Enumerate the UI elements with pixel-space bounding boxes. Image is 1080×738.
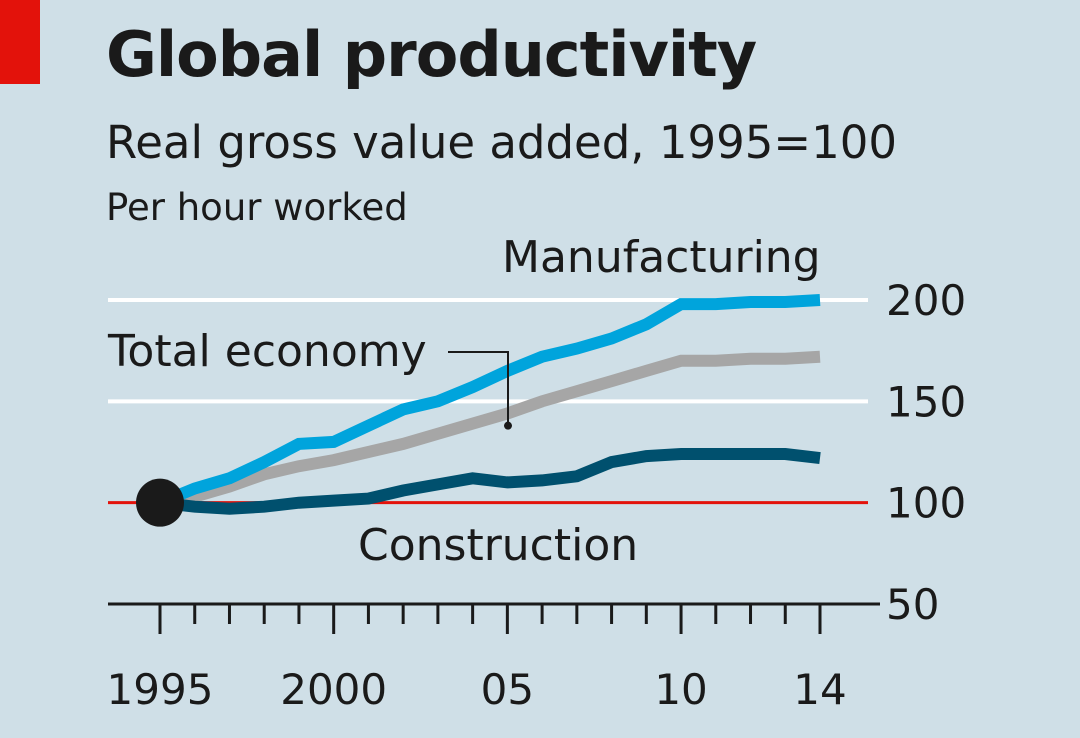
x-tick-label-2000: 2000 — [280, 665, 387, 714]
brand-tag — [0, 0, 40, 84]
chart-subtitle: Real gross value added, 1995=100 — [106, 116, 898, 169]
total-economy-leader-dot — [504, 421, 512, 430]
y-tick-label-100: 100 — [886, 479, 966, 528]
y-tick-label-50: 50 — [886, 580, 939, 629]
x-tick-label-1995: 1995 — [107, 665, 214, 714]
x-axis: 1995 2000 05 10 14 — [107, 602, 868, 714]
x-tick-label-2010: 10 — [654, 665, 707, 714]
series-label-total-economy: Total economy — [107, 326, 427, 377]
chart-unit-note: Per hour worked — [106, 186, 408, 229]
series-line-manufacturing — [157, 294, 821, 509]
series-lines — [136, 294, 821, 527]
series-label-construction: Construction — [358, 520, 638, 571]
x-tick-label-2014: 14 — [793, 665, 846, 714]
start-point-marker — [136, 478, 184, 527]
series-line-construction — [159, 448, 821, 515]
series-line-total-economy — [158, 350, 821, 509]
series-label-manufacturing: Manufacturing — [502, 232, 821, 283]
x-tick-label-2005: 05 — [481, 665, 534, 714]
series-labels: Manufacturing Total economy Construction — [107, 232, 821, 571]
y-tick-label-200: 200 — [886, 276, 966, 325]
y-tick-label-150: 150 — [886, 377, 966, 426]
y-axis: 50 100 150 200 — [868, 276, 966, 629]
total-economy-leader-line — [448, 351, 509, 424]
chart-title: Global productivity — [106, 18, 757, 91]
